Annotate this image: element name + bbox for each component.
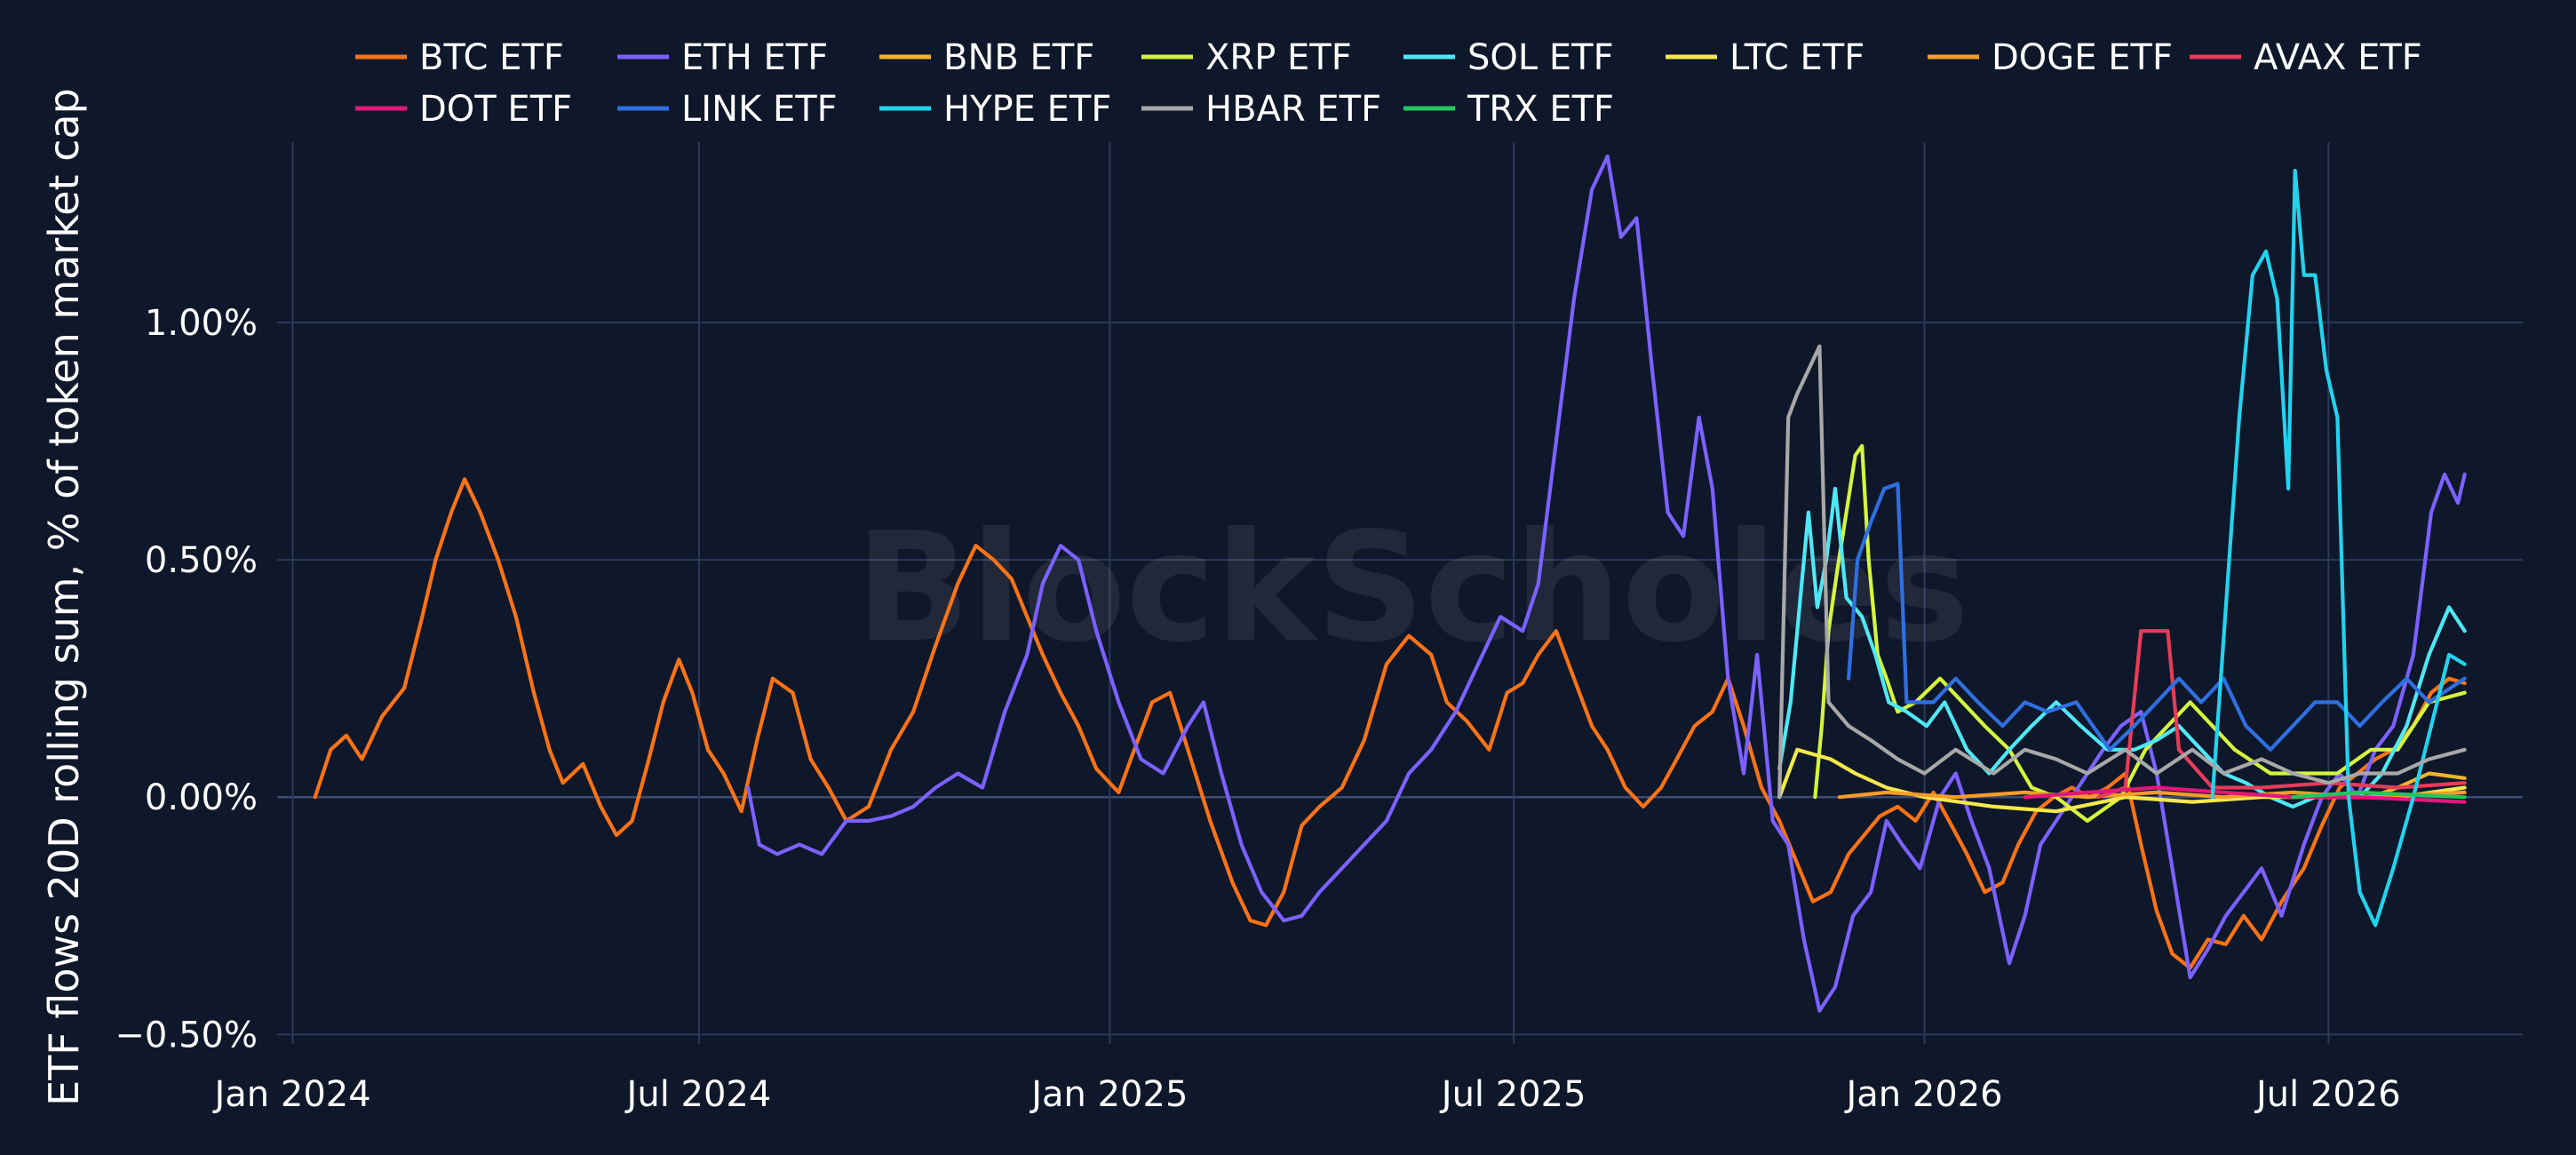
series-line-btc-etf — [313, 477, 2467, 970]
legend-label: DOT ETF — [419, 89, 572, 130]
series-line-hbar-etf — [1777, 344, 2467, 800]
x-tick-label: Jan 2025 — [1029, 1074, 1188, 1115]
legend-label: AVAX ETF — [2254, 37, 2422, 78]
series-line-trx-etf — [2291, 790, 2467, 800]
legend-label: SOL ETF — [1467, 37, 1614, 78]
y-tick-label: 0.00% — [145, 777, 258, 818]
legend-label: ETH ETF — [681, 37, 828, 78]
legend-label: LINK ETF — [681, 89, 838, 130]
y-tick-label: 1.00% — [145, 303, 258, 344]
legend-label: XRP ETF — [1205, 37, 1352, 78]
y-tick-label: 0.50% — [145, 540, 258, 581]
series-line-dot-etf — [2023, 785, 2467, 804]
legend-item-ltc-etf[interactable]: LTC ETF — [1666, 37, 1864, 78]
x-tick-label: Jan 2026 — [1843, 1074, 2002, 1115]
legend-label: LTC ETF — [1729, 37, 1864, 78]
legend-label: TRX ETF — [1467, 89, 1614, 130]
legend-label: HBAR ETF — [1205, 89, 1381, 130]
legend-item-hbar-etf[interactable]: HBAR ETF — [1141, 89, 1381, 130]
legend-item-xrp-etf[interactable]: XRP ETF — [1141, 37, 1352, 78]
legend-item-trx-etf[interactable]: TRX ETF — [1403, 89, 1614, 130]
legend-label: HYPE ETF — [943, 89, 1111, 130]
legend-item-doge-etf[interactable]: DOGE ETF — [1928, 37, 2173, 78]
legend-item-eth-etf[interactable]: ETH ETF — [617, 37, 828, 78]
x-tick-label: Jul 2024 — [624, 1074, 772, 1115]
grid-layer — [277, 142, 2523, 1044]
legend-label: DOGE ETF — [1992, 37, 2173, 78]
legend-item-bnb-etf[interactable]: BNB ETF — [879, 37, 1094, 78]
legend-item-btc-etf[interactable]: BTC ETF — [355, 37, 564, 78]
legend-item-dot-etf[interactable]: DOT ETF — [355, 89, 572, 130]
legend-item-avax-etf[interactable]: AVAX ETF — [2190, 37, 2422, 78]
legend-item-hype-etf[interactable]: HYPE ETF — [879, 89, 1111, 130]
series-line-avax-etf — [2096, 629, 2467, 800]
x-tick-label: Jul 2025 — [1439, 1074, 1586, 1115]
legend: BTC ETF ETH ETF BNB ETF XRP ETF SOL ETF LTC E… — [355, 37, 2422, 130]
series-line-hype-etf — [2210, 169, 2467, 928]
legend-label: BTC ETF — [419, 37, 564, 78]
y-axis-label: ETF flows 20D rolling sum, % of token ma… — [40, 88, 88, 1106]
legend-item-link-etf[interactable]: LINK ETF — [617, 89, 838, 130]
legend-label: BNB ETF — [943, 37, 1094, 78]
y-tick-label: −0.50% — [115, 1015, 258, 1055]
series-line-eth-etf — [746, 154, 2467, 1013]
axis-layer: −0.50% 0.00% 0.50% 1.00% Jan 2024 Jul 2024 Jan… — [115, 303, 2400, 1115]
x-tick-label: Jan 2024 — [212, 1074, 371, 1115]
series-layer — [313, 154, 2467, 1013]
legend-item-sol-etf[interactable]: SOL ETF — [1403, 37, 1614, 78]
x-tick-label: Jul 2026 — [2254, 1074, 2401, 1115]
